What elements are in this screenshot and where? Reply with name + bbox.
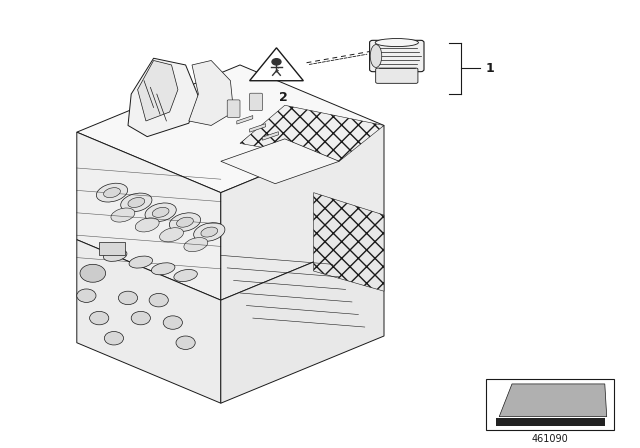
Polygon shape bbox=[250, 124, 266, 132]
Circle shape bbox=[77, 289, 96, 302]
Polygon shape bbox=[189, 60, 234, 125]
Bar bbox=[486, 379, 614, 430]
Ellipse shape bbox=[111, 208, 135, 222]
Circle shape bbox=[131, 311, 150, 325]
Polygon shape bbox=[128, 58, 198, 137]
Circle shape bbox=[163, 316, 182, 329]
Ellipse shape bbox=[135, 218, 159, 232]
FancyBboxPatch shape bbox=[227, 100, 240, 117]
Circle shape bbox=[118, 291, 138, 305]
Ellipse shape bbox=[170, 213, 200, 232]
Ellipse shape bbox=[201, 227, 218, 237]
Ellipse shape bbox=[129, 256, 152, 268]
Ellipse shape bbox=[152, 207, 169, 217]
Ellipse shape bbox=[128, 198, 145, 207]
FancyBboxPatch shape bbox=[376, 68, 418, 83]
Polygon shape bbox=[138, 60, 178, 121]
Ellipse shape bbox=[121, 193, 152, 212]
Polygon shape bbox=[250, 48, 303, 81]
Text: 2: 2 bbox=[278, 90, 287, 103]
Ellipse shape bbox=[194, 223, 225, 241]
Ellipse shape bbox=[375, 39, 419, 47]
Bar bbox=[496, 418, 605, 426]
Circle shape bbox=[272, 59, 281, 65]
Circle shape bbox=[80, 264, 106, 282]
Ellipse shape bbox=[104, 250, 127, 261]
Polygon shape bbox=[262, 132, 278, 140]
Circle shape bbox=[176, 336, 195, 349]
Polygon shape bbox=[221, 139, 339, 184]
Ellipse shape bbox=[177, 217, 193, 227]
Text: 461090: 461090 bbox=[532, 434, 569, 444]
Ellipse shape bbox=[152, 263, 175, 275]
Circle shape bbox=[149, 293, 168, 307]
Polygon shape bbox=[99, 242, 125, 255]
Circle shape bbox=[90, 311, 109, 325]
Polygon shape bbox=[221, 233, 384, 403]
Polygon shape bbox=[77, 132, 221, 300]
Ellipse shape bbox=[104, 188, 120, 198]
FancyBboxPatch shape bbox=[250, 93, 262, 111]
Ellipse shape bbox=[174, 270, 197, 281]
Text: 1: 1 bbox=[485, 62, 494, 75]
Text: ⚡: ⚡ bbox=[274, 68, 279, 74]
Polygon shape bbox=[499, 384, 607, 417]
Ellipse shape bbox=[159, 228, 184, 242]
Polygon shape bbox=[240, 105, 384, 161]
Polygon shape bbox=[237, 116, 253, 124]
Polygon shape bbox=[221, 125, 384, 300]
Polygon shape bbox=[77, 65, 384, 193]
Circle shape bbox=[104, 332, 124, 345]
FancyBboxPatch shape bbox=[370, 40, 424, 72]
Ellipse shape bbox=[97, 183, 127, 202]
Polygon shape bbox=[77, 240, 221, 403]
Ellipse shape bbox=[370, 45, 381, 67]
Ellipse shape bbox=[184, 237, 208, 252]
Polygon shape bbox=[314, 193, 384, 291]
Ellipse shape bbox=[145, 203, 176, 222]
